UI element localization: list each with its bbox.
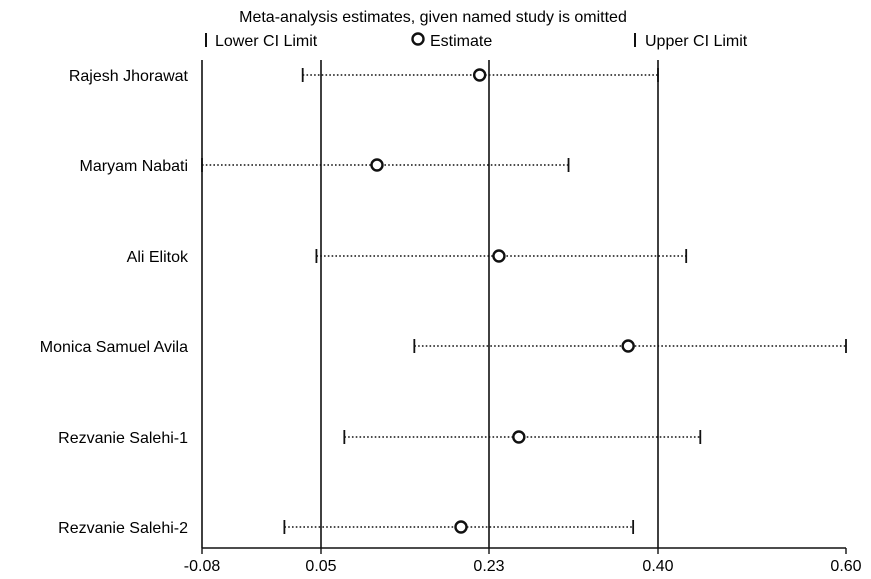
chart-title: Meta-analysis estimates, given named stu… [239, 9, 627, 26]
study-label: Rajesh Jhorawat [69, 68, 189, 85]
study-label: Rezvanie Salehi-1 [58, 430, 188, 447]
study-row: Monica Samuel Avila [40, 339, 847, 356]
legend-upper-ci-label: Upper CI Limit [645, 33, 748, 50]
study-label: Monica Samuel Avila [40, 339, 188, 356]
legend-estimate-marker [411, 32, 425, 46]
x-tick-label: 0.40 [642, 558, 673, 575]
estimate-point [492, 249, 506, 263]
estimate-point [370, 158, 384, 172]
x-tick-label: 0.05 [305, 558, 336, 575]
legend-lower-ci-label: Lower CI Limit [215, 33, 318, 50]
study-row: Rezvanie Salehi-2 [58, 520, 635, 537]
study-label: Maryam Nabati [80, 158, 188, 175]
estimate-point [472, 68, 487, 82]
study-rows: Rajesh Jhorawat Maryam Nabati Ali Elitok Mo… [40, 68, 847, 537]
legend: Lower CI Limit Estimate Upper CI Limit [205, 32, 748, 50]
study-label: Ali Elitok [127, 249, 189, 266]
study-row: Maryam Nabati [80, 158, 570, 175]
x-tick-label: -0.08 [184, 558, 221, 575]
study-row: Rezvanie Salehi-1 [58, 430, 702, 447]
study-row: Rajesh Jhorawat [69, 68, 659, 85]
x-tick-label: 0.60 [830, 558, 861, 575]
reference-lines [201, 60, 659, 548]
x-tick-label: 0.23 [473, 558, 504, 575]
study-row: Ali Elitok [127, 249, 688, 266]
estimate-point [621, 339, 635, 353]
study-label: Rezvanie Salehi-2 [58, 520, 188, 537]
estimate-point [512, 430, 526, 444]
legend-estimate-label: Estimate [430, 33, 492, 50]
x-axis: -0.08 0.05 0.23 0.40 0.60 [184, 547, 862, 575]
estimate-point [454, 520, 468, 534]
